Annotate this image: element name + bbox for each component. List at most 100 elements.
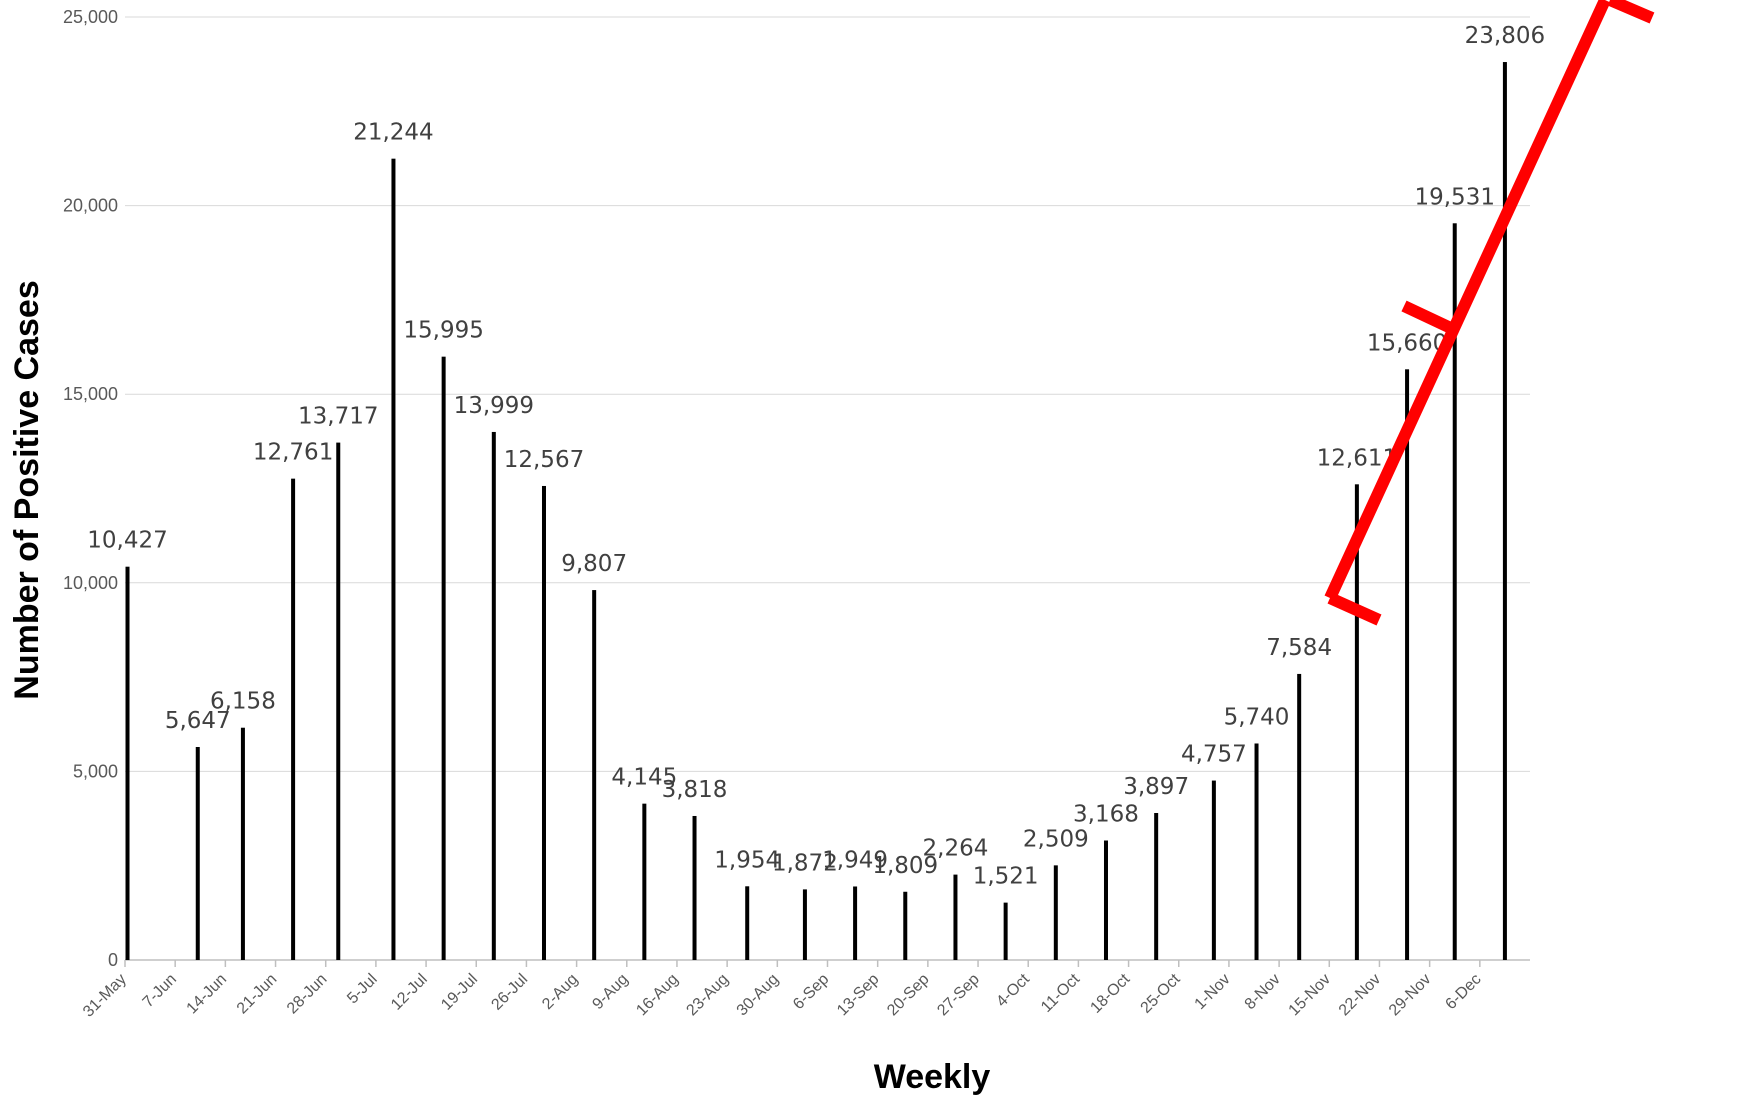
x-tick-label: 6-Sep (790, 971, 832, 1013)
data-label: 2,509 (1023, 826, 1089, 852)
bar (541, 485, 546, 960)
data-label: 3,897 (1123, 774, 1189, 800)
data-label: 4,145 (611, 765, 677, 791)
bar (1103, 840, 1108, 960)
bar (1502, 62, 1507, 961)
x-tick-label: 28-Jun (284, 971, 331, 1018)
bracket-main-line (1324, 0, 1611, 601)
data-label: 5,647 (165, 708, 231, 734)
bar (953, 874, 958, 960)
bar (642, 803, 647, 960)
x-tick-label: 25-Oct (1138, 970, 1184, 1016)
x-tick-label: 7-Jun (140, 971, 180, 1011)
x-tick-label: 2-Aug (539, 971, 581, 1013)
bar (802, 889, 807, 960)
bar (195, 746, 200, 960)
data-label: 13,999 (454, 393, 534, 419)
bar (125, 566, 130, 960)
x-tick-label: 13-Sep (834, 971, 883, 1020)
y-tick-labels: 0 5,000 10,000 15,000 20,000 25,000 (63, 7, 118, 970)
data-label: 12,761 (253, 440, 333, 466)
data-label: 2,264 (923, 836, 989, 862)
x-tick-label: 14-Jun (184, 971, 231, 1018)
x-tick-label: 22-Nov (1336, 971, 1384, 1019)
x-tick-label: 8-Nov (1242, 971, 1284, 1013)
bar (240, 727, 245, 960)
y-tick-label: 0 (108, 950, 118, 970)
bracket-top-cap (1607, 0, 1655, 24)
data-label: 4,757 (1181, 742, 1247, 768)
bar (1254, 743, 1259, 960)
bar (1003, 902, 1008, 960)
bar (745, 886, 750, 960)
bar (291, 478, 296, 960)
bar (1154, 813, 1159, 960)
x-tick-label: 20-Sep (884, 971, 933, 1020)
bar (391, 158, 396, 960)
x-tick-label: 23-Aug (683, 971, 732, 1020)
data-label: 1,954 (714, 847, 780, 873)
data-label: 7,584 (1266, 635, 1332, 661)
data-label: 13,717 (298, 404, 378, 430)
y-tick-label: 25,000 (63, 7, 118, 27)
x-tick-labels: 31-May 7-Jun 14-Jun 21-Jun 28-Jun 5-Jul 12-Jul… (80, 960, 1485, 1021)
x-tick-label: 31-May (80, 971, 130, 1021)
y-axis-title: Number of Positive Cases (8, 280, 46, 699)
data-label: 6,158 (210, 689, 276, 715)
y-tick-label: 20,000 (63, 196, 118, 216)
data-label: 15,660 (1367, 330, 1447, 356)
bar (1452, 223, 1457, 961)
data-label: 1,872 (772, 850, 838, 876)
bar (491, 431, 496, 960)
x-tick-label: 26-Jul (488, 971, 531, 1014)
bar (1354, 484, 1359, 960)
x-tick-label: 29-Nov (1386, 971, 1434, 1019)
x-tick-label: 19-Jul (438, 971, 481, 1014)
data-label: 1,949 (822, 847, 888, 873)
x-tick-label: 12-Jul (388, 971, 431, 1014)
x-tick-label: 1-Nov (1192, 971, 1234, 1013)
x-tick-label: 27-Sep (934, 971, 983, 1020)
x-tick-label: 21-Jun (234, 971, 281, 1018)
x-tick-label: 11-Oct (1038, 970, 1084, 1016)
data-label: 19,531 (1414, 184, 1494, 210)
bracket-middle-tick (1401, 300, 1458, 336)
data-label: 23,806 (1465, 23, 1545, 49)
bar (853, 886, 858, 960)
bar (1297, 673, 1302, 960)
bar (441, 356, 446, 961)
bar (903, 891, 908, 960)
bracket-bottom-cap (1327, 592, 1382, 626)
bar (1211, 780, 1216, 960)
x-axis-title: Weekly (874, 1058, 991, 1096)
data-label: 12,567 (504, 447, 584, 473)
bar (1405, 369, 1410, 960)
x-tick-label: 9-Aug (589, 971, 631, 1013)
data-label: 5,740 (1224, 704, 1290, 730)
x-tick-label: 6-Dec (1442, 971, 1484, 1013)
red-bracket-annotation (1324, 0, 1655, 626)
x-tick-label: 15-Nov (1286, 971, 1334, 1019)
data-label: 21,244 (353, 120, 433, 146)
y-tick-label: 10,000 (63, 573, 118, 593)
bar (692, 815, 697, 960)
data-label: 1,809 (872, 853, 938, 879)
bar (336, 442, 341, 961)
data-label: 10,427 (87, 528, 167, 554)
y-tick-label: 5,000 (73, 761, 118, 781)
data-label: 9,807 (561, 551, 627, 577)
y-gridlines (125, 16, 1530, 772)
x-tick-label: 5-Jul (344, 971, 381, 1008)
x-tick-label: 18-Oct (1087, 970, 1133, 1016)
bar (1053, 865, 1058, 960)
data-label: 15,995 (403, 318, 483, 344)
data-label: 3,818 (662, 777, 728, 803)
x-tick-label: 30-Aug (734, 971, 783, 1020)
bars (125, 62, 1507, 961)
y-tick-label: 15,000 (63, 384, 118, 404)
x-tick-label: 16-Aug (633, 971, 682, 1020)
data-label: 1,521 (973, 864, 1039, 890)
data-label: 3,168 (1073, 802, 1139, 828)
